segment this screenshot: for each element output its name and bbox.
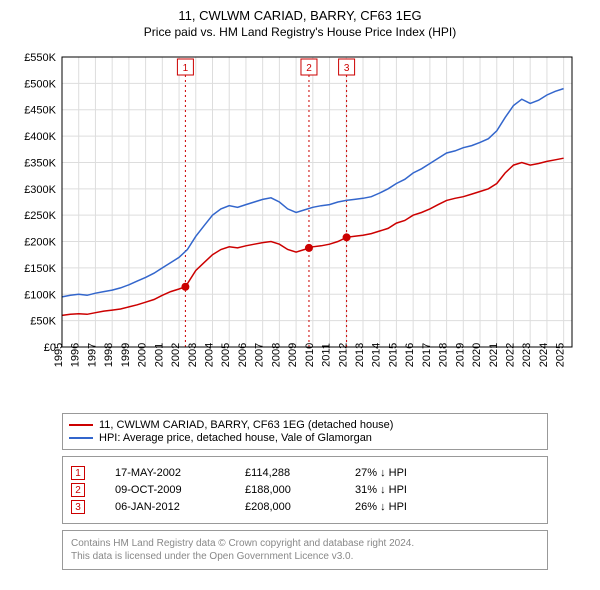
y-axis-label: £300K [24,184,56,196]
sale-marker-label: 2 [306,63,312,74]
sales-price: £208,000 [245,501,325,513]
x-axis-label: 2018 [438,343,450,367]
x-axis-label: 1996 [70,343,82,367]
x-axis-label: 2013 [354,343,366,367]
x-axis-label: 2017 [421,343,433,367]
x-axis-label: 2007 [254,343,266,367]
sales-table: 1 17-MAY-2002 £114,288 27% ↓ HPI 2 09-OCT-200… [62,456,548,524]
sales-pct: 31% ↓ HPI [355,484,445,496]
legend-label: 11, CWLWM CARIAD, BARRY, CF63 1EG (detac… [99,419,393,431]
x-axis-label: 2006 [237,343,249,367]
y-axis-label: £250K [24,210,56,222]
x-axis-label: 2024 [538,343,550,367]
legend-label: HPI: Average price, detached house, Vale… [99,432,372,444]
x-axis-label: 2015 [387,343,399,367]
x-axis-label: 2009 [287,343,299,367]
sales-pct: 27% ↓ HPI [355,467,445,479]
x-axis-label: 2001 [153,343,165,367]
y-axis-label: £50K [30,316,56,328]
x-axis-label: 1997 [86,343,98,367]
x-axis-label: 2008 [270,343,282,367]
sales-row: 1 17-MAY-2002 £114,288 27% ↓ HPI [71,466,539,480]
x-axis-label: 2019 [454,343,466,367]
chart-container: 11, CWLWM CARIAD, BARRY, CF63 1EG Price … [0,0,600,578]
sales-marker: 1 [71,466,85,480]
x-axis-label: 2022 [504,343,516,367]
sales-date: 06-JAN-2012 [115,501,215,513]
sales-marker: 2 [71,483,85,497]
legend: 11, CWLWM CARIAD, BARRY, CF63 1EG (detac… [62,413,548,450]
line-chart: £0£50K£100K£150K£200K£250K£300K£350K£400… [12,47,588,407]
x-axis-label: 1999 [120,343,132,367]
sales-marker: 3 [71,500,85,514]
sales-row: 2 09-OCT-2009 £188,000 31% ↓ HPI [71,483,539,497]
y-axis-label: £550K [24,52,56,64]
legend-swatch [69,437,93,439]
sale-point [181,283,189,291]
x-axis-label: 2025 [555,343,567,367]
sales-price: £188,000 [245,484,325,496]
x-axis-label: 2003 [187,343,199,367]
x-axis-label: 2000 [137,343,149,367]
x-axis-label: 2004 [203,343,215,367]
x-axis-label: 2002 [170,343,182,367]
x-axis-label: 2014 [371,343,383,367]
sale-marker-label: 3 [344,63,350,74]
sale-point [343,233,351,241]
footer-line-1: Contains HM Land Registry data © Crown c… [71,537,539,550]
sales-row: 3 06-JAN-2012 £208,000 26% ↓ HPI [71,500,539,514]
sales-date: 09-OCT-2009 [115,484,215,496]
x-axis-label: 2020 [471,343,483,367]
footer-line-2: This data is licensed under the Open Gov… [71,550,539,563]
y-axis-label: £150K [24,263,56,275]
x-axis-label: 2021 [488,343,500,367]
x-axis-label: 1998 [103,343,115,367]
y-axis-label: £100K [24,289,56,301]
y-axis-label: £400K [24,131,56,143]
sales-pct: 26% ↓ HPI [355,501,445,513]
x-axis-label: 2023 [521,343,533,367]
legend-item: 11, CWLWM CARIAD, BARRY, CF63 1EG (detac… [69,419,541,431]
y-axis-label: £450K [24,105,56,117]
legend-item: HPI: Average price, detached house, Vale… [69,432,541,444]
footer-attribution: Contains HM Land Registry data © Crown c… [62,530,548,570]
x-axis-label: 2010 [304,343,316,367]
legend-swatch [69,424,93,426]
sale-point [305,244,313,252]
sale-marker-label: 1 [183,63,189,74]
y-axis-label: £350K [24,157,56,169]
x-axis-label: 1995 [53,343,65,367]
x-axis-label: 2012 [337,343,349,367]
y-axis-label: £500K [24,78,56,90]
x-axis-label: 2016 [404,343,416,367]
y-axis-label: £200K [24,237,56,249]
chart-area: £0£50K£100K£150K£200K£250K£300K£350K£400… [12,47,588,407]
chart-title: 11, CWLWM CARIAD, BARRY, CF63 1EG [12,8,588,23]
x-axis-label: 2005 [220,343,232,367]
chart-subtitle: Price paid vs. HM Land Registry's House … [12,25,588,39]
sales-price: £114,288 [245,467,325,479]
sales-date: 17-MAY-2002 [115,467,215,479]
